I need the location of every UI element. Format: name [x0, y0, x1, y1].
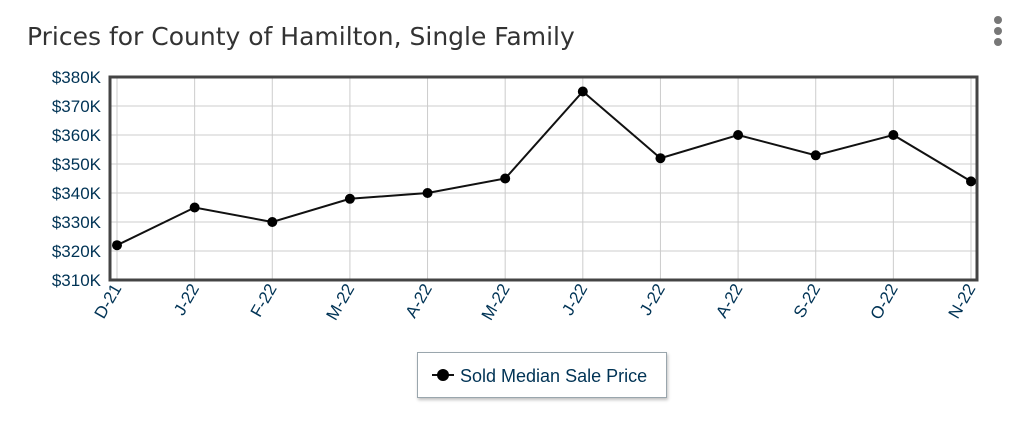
y-tick-label: $370K [52, 97, 102, 116]
y-tick-label: $310K [52, 271, 102, 290]
x-tick-label: A-22 [402, 281, 436, 322]
data-point[interactable] [655, 153, 666, 164]
data-point[interactable] [267, 217, 278, 227]
x-tick-label: F-22 [247, 281, 281, 321]
data-point[interactable] [112, 240, 122, 251]
series-line [116, 90, 972, 247]
y-tick-label: $330K [52, 213, 102, 232]
data-point[interactable] [733, 130, 744, 140]
data-point[interactable] [577, 86, 588, 97]
y-tick-label: $340K [52, 184, 102, 203]
x-tick-label: S-22 [790, 281, 824, 322]
y-tick-label: $320K [52, 242, 102, 261]
x-tick-label: M-22 [478, 281, 514, 324]
chart-title: Prices for County of Hamilton, Single Fa… [27, 22, 575, 51]
legend-label: Sold Median Sale Price [460, 366, 648, 386]
data-point[interactable] [422, 188, 433, 198]
y-tick-label: $380K [52, 68, 102, 87]
plot-frame [108, 75, 979, 282]
legend[interactable]: Sold Median Sale Price [417, 352, 667, 398]
y-tick-label: $350K [52, 155, 102, 174]
grid [110, 76, 977, 281]
data-point[interactable] [189, 202, 200, 213]
x-tick-label: J-22 [636, 281, 669, 319]
data-point[interactable] [888, 130, 899, 140]
x-tick-label: A-22 [712, 281, 746, 322]
data-point[interactable] [500, 173, 511, 184]
x-tick-label: O-22 [866, 281, 901, 323]
legend-marker-icon [432, 367, 454, 383]
x-tick-label: M-22 [323, 281, 359, 324]
y-axis-tick-labels: $310K $320K $330K $340K $350K $360K $370K $380K [52, 68, 102, 290]
more-vertical-icon[interactable] [988, 14, 1008, 48]
x-tick-label: J-22 [170, 281, 203, 319]
x-tick-label: N-22 [945, 281, 980, 322]
x-tick-label: J-22 [558, 281, 591, 319]
series-sold-median-sale-price [112, 86, 976, 251]
data-point[interactable] [810, 150, 821, 161]
y-tick-label: $360K [52, 126, 102, 145]
data-point[interactable] [966, 176, 976, 187]
data-point[interactable] [344, 193, 355, 204]
x-axis-tick-labels: D-21 J-22 F-22 M-22 A-22 M-22 J-22 J-22 A-22 S-22… [91, 281, 980, 324]
